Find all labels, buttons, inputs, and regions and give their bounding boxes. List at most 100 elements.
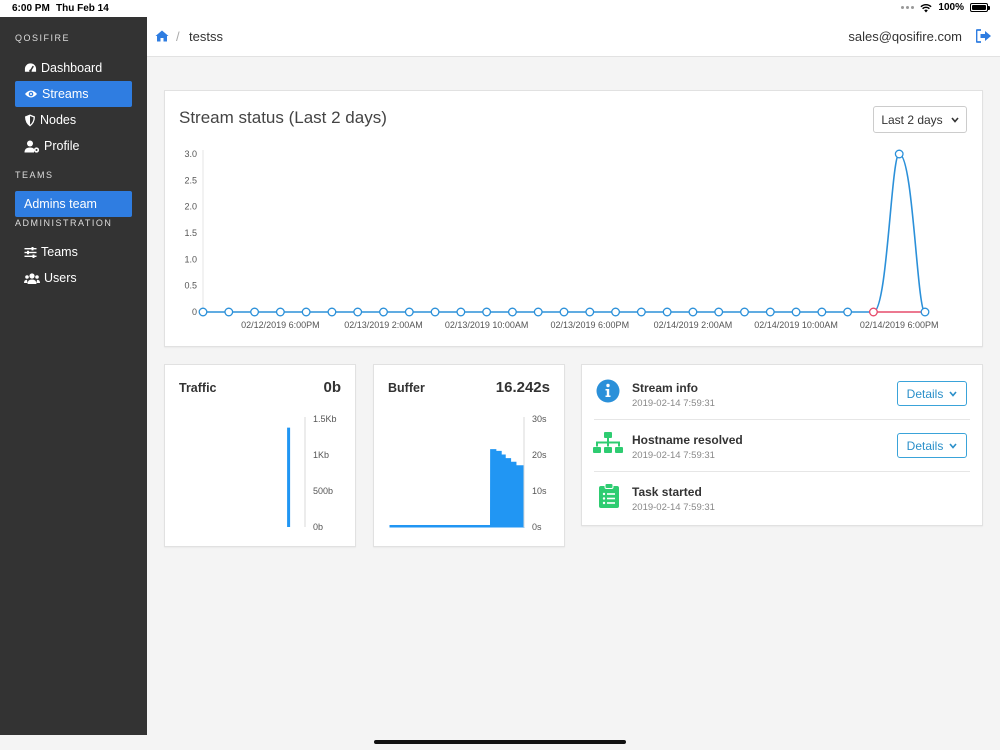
info-icon [596,379,620,403]
status-date: Thu Feb 14 [56,3,109,14]
details-button[interactable]: Details [897,433,967,458]
event-title: Stream info [632,381,699,395]
traffic-value: 0b [323,379,341,396]
y-tick-label: 30s [532,414,547,424]
data-point [894,149,904,159]
status-time: 6:00 PM [12,3,50,14]
stream-status-title: Stream status (Last 2 days) [179,108,387,127]
wifi-icon [920,3,933,12]
battery-percent: 100% [938,2,964,13]
x-tick-label: 02/14/2019 6:00PM [860,320,939,330]
range-dropdown[interactable]: Last 2 days [873,106,967,133]
data-point [611,307,621,317]
dashboard-icon [24,63,37,73]
y-tick-label: 1Kb [313,450,329,460]
x-tick-label: 02/14/2019 10:00AM [754,320,838,330]
sidebar-item-label: Admins team [24,197,97,211]
clipboard-list-icon [599,483,619,508]
x-tick-label: 02/13/2019 6:00PM [551,320,630,330]
details-button[interactable]: Details [897,381,967,406]
data-point [765,307,775,317]
x-tick-label: 02/13/2019 10:00AM [445,320,529,330]
y-tick-label: 2.0 [184,202,197,212]
data-point [224,307,234,317]
x-tick-label: 02/14/2019 2:00AM [654,320,733,330]
sidebar-item-label: Users [44,271,77,285]
logout-icon[interactable] [976,29,992,43]
buffer-card: Buffer 16.242s 0s 10s 20s 30s [373,364,565,547]
teams-section-label: TEAMS [15,170,54,180]
sitemap-icon [593,432,623,453]
buffer-chart: 0s 10s 20s 30s [389,414,547,532]
series-line-status [203,153,926,313]
data-point [430,307,440,317]
battery-icon [970,3,990,12]
buffer-value: 16.242s [495,379,550,396]
sidebar-item-nodes[interactable]: Nodes [15,107,132,133]
details-button-label: Details [906,438,944,453]
sidebar-item-users[interactable]: Users [15,265,132,291]
data-point [688,307,698,317]
data-point [353,307,363,317]
data-point [585,307,595,317]
event-item: Hostname resolved 2019-02-14 7:59:31 Det… [582,419,982,471]
administration-section-label: ADMINISTRATION [15,218,113,228]
status-right: 100% [901,2,990,13]
data-point [740,307,749,317]
breadcrumb-current[interactable]: testss [189,29,223,44]
sidebar-item-profile[interactable]: Profile [15,133,132,159]
data-point [817,307,827,317]
y-tick-label: 0s [532,522,542,532]
traffic-title: Traffic [179,381,217,395]
data-point [868,307,878,317]
data-point [198,307,208,317]
sidebar: QOSIFIRE Dashboard Streams Nodes Profile… [0,17,147,735]
y-tick-label: 0b [313,522,323,532]
data-point [482,307,492,317]
data-point [714,307,724,317]
sidebar-item-teams[interactable]: Teams [15,239,132,265]
data-point [275,307,285,317]
multitask-dots-icon [901,6,915,9]
data-point [843,307,853,317]
y-tick-label: 0 [192,307,197,317]
chevron-down-icon [951,116,959,123]
buffer-title: Buffer [388,381,425,395]
y-tick-label: 1.5Kb [313,414,337,424]
y-tick-label: 20s [532,450,547,460]
chevron-down-icon [949,390,957,397]
chevron-down-icon [949,442,957,449]
event-title: Task started [632,485,702,499]
sidebar-item-streams[interactable]: Streams [15,81,132,107]
y-tick-label: 10s [532,486,547,496]
event-time: 2019-02-14 7:59:31 [632,398,715,409]
users-icon [24,272,40,284]
data-point [250,307,260,317]
data-point [533,307,543,317]
sidebar-item-dashboard[interactable]: Dashboard [15,55,132,81]
brand-label: QOSIFIRE [15,33,71,43]
data-point [559,307,569,317]
stream-status-chart: 0 0.5 1.0 1.5 2.0 2.5 3.0 02/12/2019 6:00PM 02/1… [184,149,939,330]
home-icon[interactable] [155,30,169,42]
data-point [327,307,337,317]
user-cog-icon [24,140,40,153]
data-point [636,307,646,317]
data-point [791,307,801,317]
buffer-area [389,449,525,528]
user-email: sales@qosifire.com [848,29,962,44]
traffic-card: Traffic 0b 0b 500b 1Kb 1.5Kb [164,364,356,547]
y-tick-label: 3.0 [184,149,197,159]
home-indicator [374,740,626,744]
data-point [379,307,388,317]
y-tick-label: 2.5 [184,175,197,185]
event-time: 2019-02-14 7:59:31 [632,502,715,513]
traffic-chart: 0b 500b 1Kb 1.5Kb [287,414,337,532]
events-card: Stream info 2019-02-14 7:59:31 Details H… [581,364,983,526]
data-point [507,307,517,317]
sidebar-item-admins-team[interactable]: Admins team [15,191,132,217]
event-divider [594,419,970,420]
y-tick-label: 1.0 [184,254,197,264]
event-title: Hostname resolved [632,433,743,447]
event-item: Task started 2019-02-14 7:59:31 [582,471,982,523]
